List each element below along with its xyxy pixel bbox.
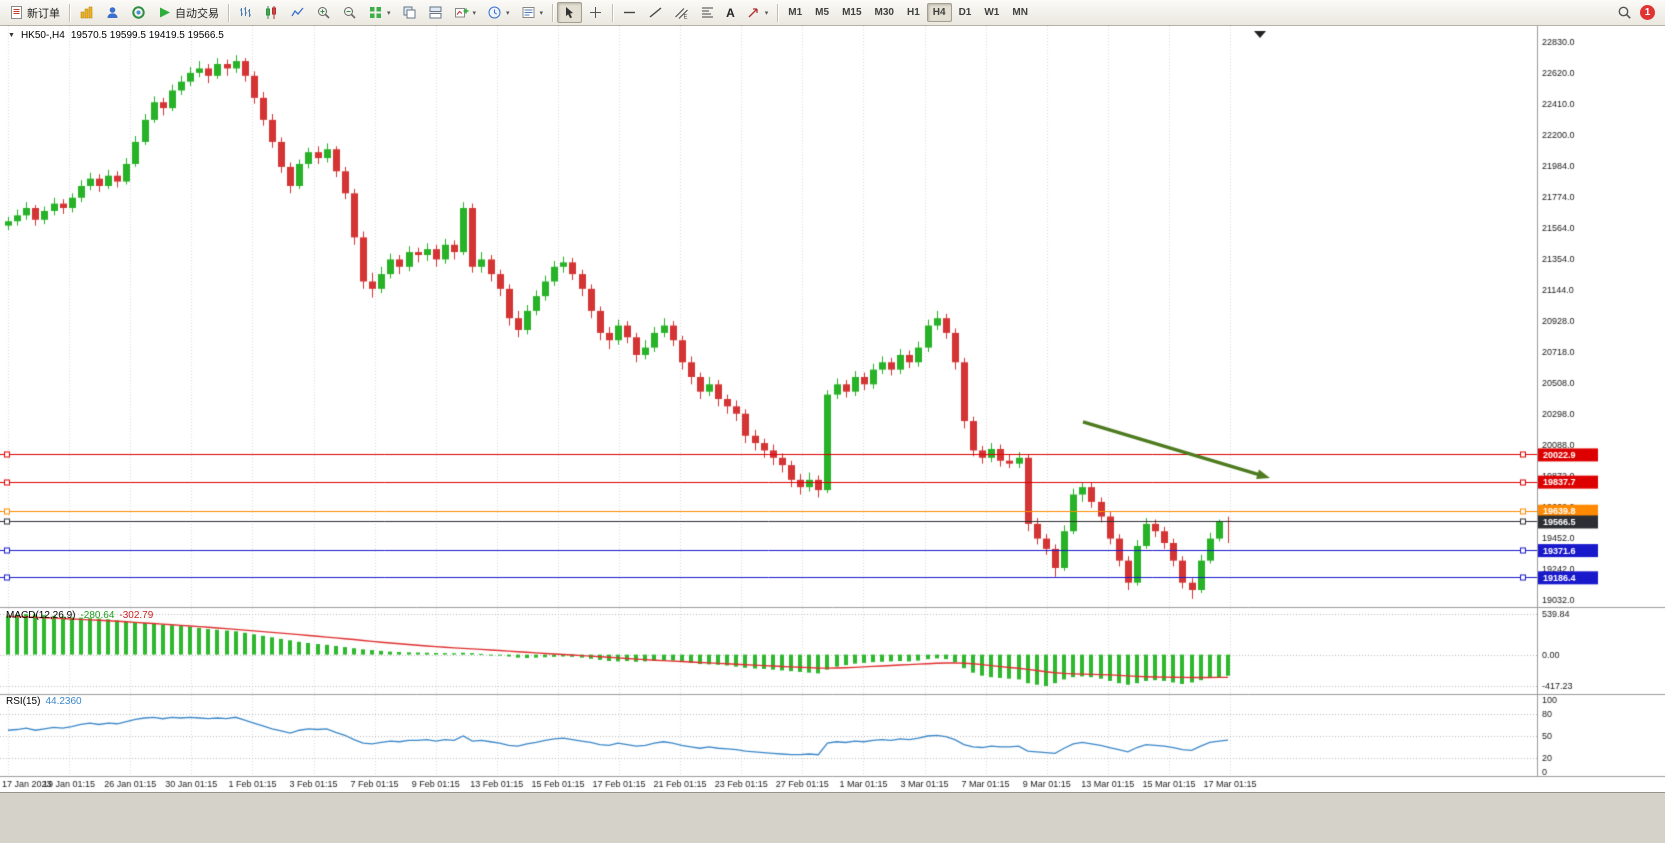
horizontal-line-tool-button[interactable] [617,2,642,23]
clock-icon [488,6,501,19]
cascade-windows-button[interactable] [397,2,422,23]
template-button[interactable]: ▾ [516,2,549,23]
arrows-tool-button[interactable]: ▾ [741,2,774,23]
equidistant-channel-icon: E [675,8,688,21]
zoom-out-icon [344,7,356,19]
bar-chart-icon [240,7,251,17]
timeframe-button-m5[interactable]: M5 [809,3,835,22]
window-footer [0,792,1665,843]
chart-template-icon [522,7,535,18]
toolbar-separator [69,3,70,22]
navigator-button[interactable] [100,2,125,23]
tile-horizontal-icon [429,6,442,19]
search-button[interactable] [1612,2,1637,23]
navigator-icon [107,7,118,18]
horizontal-line-icon [624,11,636,14]
new-order-icon [11,6,22,19]
chart-area: ▼ HK50-,H4 19570.5 19599.5 19419.5 19566… [0,26,1665,792]
timeframe-button-m30[interactable]: M30 [869,3,900,22]
candlestick-chart-icon [266,6,276,19]
notification-badge[interactable]: 1 [1640,5,1655,20]
arrow-shapes-icon [748,8,758,18]
price-chart-canvas[interactable] [0,26,1665,792]
toolbar-separator [612,3,614,22]
trendline-tool-button[interactable] [643,2,668,23]
main-toolbar: 新订单 自动交易 [0,0,1665,26]
toolbar-separator [552,3,554,22]
dropdown-caret-icon: ▾ [764,9,769,17]
cascade-windows-icon [403,6,416,19]
trendline-icon [649,7,662,18]
tile-windows-button[interactable]: ▾ [363,2,396,23]
market-watch-button[interactable] [74,2,99,23]
timeframe-button-h1[interactable]: H1 [901,3,926,22]
timeframe-button-m1[interactable]: M1 [782,3,808,22]
cursor-tool-button[interactable] [557,2,583,23]
new-order-button[interactable]: 新订单 [4,2,65,23]
dropdown-caret-icon: ▾ [472,9,477,17]
period-button[interactable]: ▾ [482,2,515,23]
tile-windows-icon [370,7,381,18]
timeframe-button-w1[interactable]: W1 [978,3,1005,22]
svg-text:E: E [684,15,688,21]
autotrading-button[interactable]: 自动交易 [152,2,224,23]
line-chart-icon [291,7,304,17]
cursor-icon [566,7,574,19]
zoom-out-button[interactable] [337,2,362,23]
zoom-in-icon [318,7,330,19]
timeframe-button-m15[interactable]: M15 [836,3,867,22]
terminal-button[interactable] [126,2,151,23]
market-watch-icon [80,6,93,19]
text-tool-icon: A [726,5,735,20]
zoom-in-button[interactable] [311,2,336,23]
terminal-icon [132,6,145,19]
dropdown-caret-icon: ▾ [506,9,510,17]
timeframe-button-h4[interactable]: H4 [926,3,952,22]
search-icon [1618,6,1631,19]
new-chart-button[interactable]: ▾ [449,2,482,23]
dropdown-caret-icon: ▾ [387,9,391,17]
crosshair-icon [590,7,602,18]
dropdown-caret-icon: ▾ [539,9,544,17]
new-order-label: 新订单 [27,7,60,20]
crosshair-tool-button[interactable] [583,2,608,23]
timeframe-button-mn[interactable]: MN [1006,3,1034,22]
equidistant-channel-tool-button[interactable]: E [669,2,694,23]
tile-horizontal-button[interactable] [423,2,448,23]
candlestick-mode-button[interactable] [259,2,284,23]
toolbar-separator [228,3,229,22]
fibonacci-tool-button[interactable] [695,2,720,23]
fibonacci-icon [702,7,714,18]
bar-chart-mode-button[interactable] [233,2,258,23]
timeframe-button-d1[interactable]: D1 [953,3,978,22]
new-chart-icon [454,8,469,18]
toolbar-separator [777,3,779,22]
autotrading-label: 自动交易 [175,7,219,20]
autotrading-play-icon [160,7,170,18]
text-tool-button[interactable]: A [721,2,740,23]
line-chart-mode-button[interactable] [285,2,310,23]
